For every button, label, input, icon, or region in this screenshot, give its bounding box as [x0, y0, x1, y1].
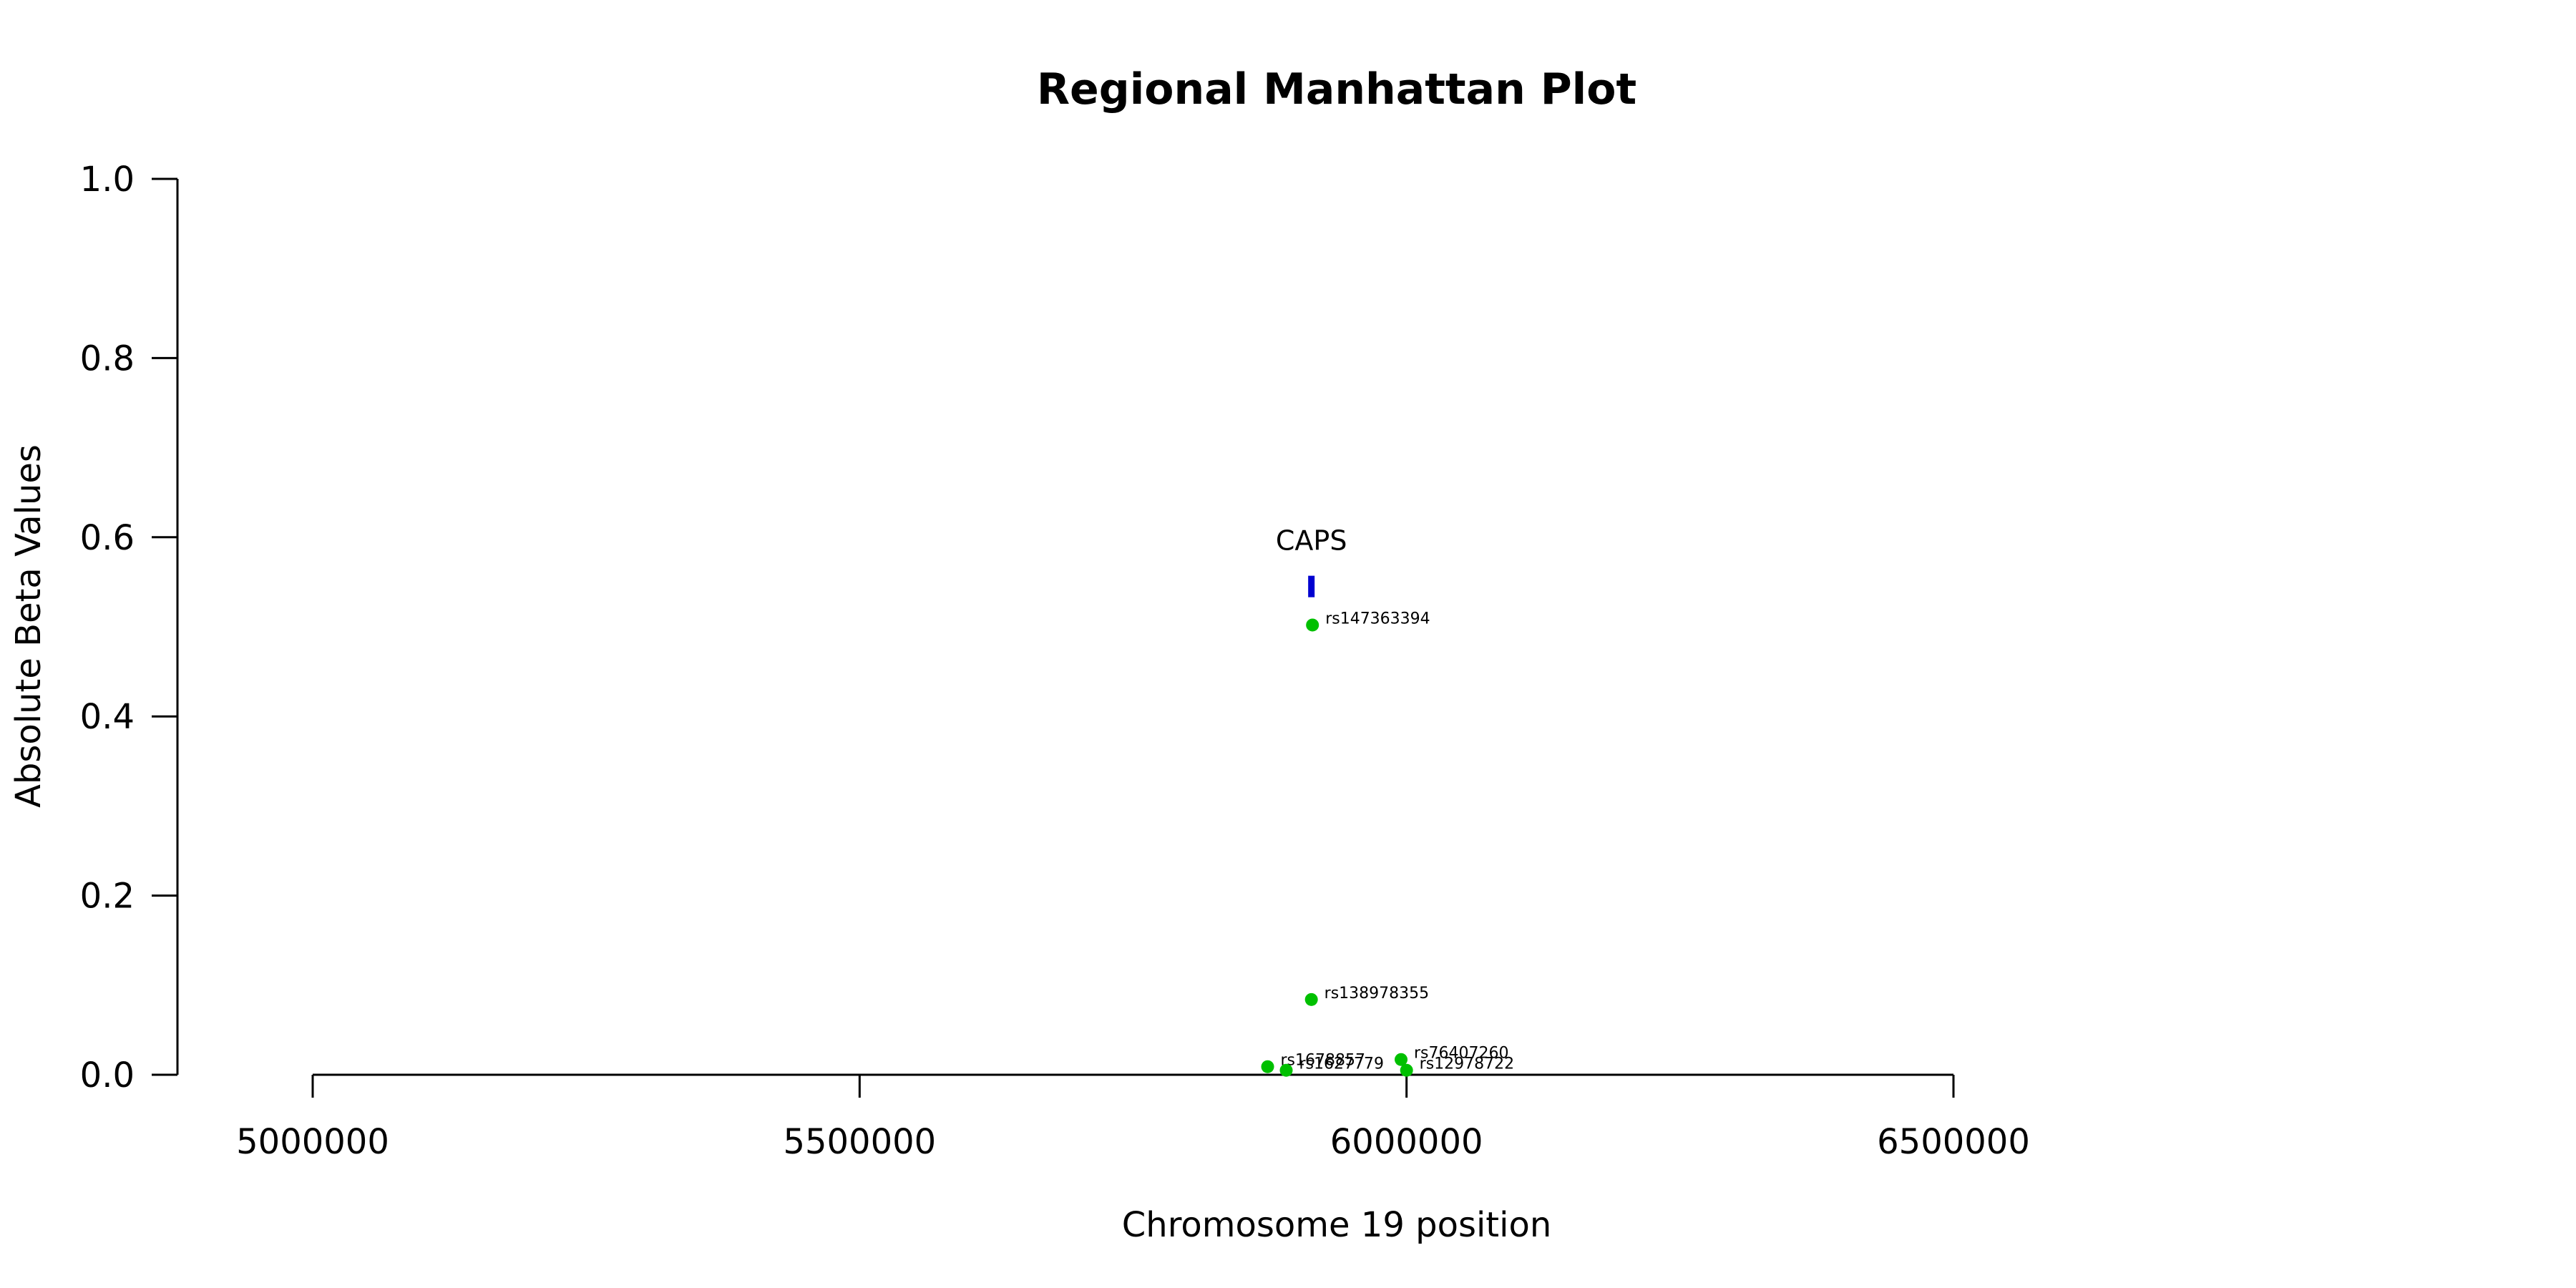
snp-label: rs12978722 — [1420, 1055, 1514, 1073]
x-tick-label: 6000000 — [1330, 1122, 1483, 1162]
x-axis-label: Chromosome 19 position — [1122, 1205, 1552, 1245]
y-tick-label: 0.2 — [80, 877, 135, 917]
snp-point — [1395, 1053, 1408, 1066]
snp-label: rs147363394 — [1325, 610, 1430, 628]
snp-point — [1304, 992, 1318, 1006]
y-tick-label: 0.8 — [80, 338, 135, 379]
snp-label: rs1627779 — [1299, 1055, 1385, 1073]
chart-title: Regional Manhattan Plot — [1037, 64, 1636, 114]
snp-label: rs76407260 — [1414, 1045, 1508, 1063]
x-axis: 5000000 5500000 6000000 6500000 — [236, 1073, 2030, 1162]
x-tick-label: 5000000 — [236, 1122, 389, 1162]
snp-points: rs147363394 rs138978355 rs1678857rs1627779… — [1261, 610, 1514, 1077]
x-tick-label: 5500000 — [783, 1122, 936, 1162]
x-tick-label: 6500000 — [1877, 1122, 2030, 1162]
snp-label: rs1678857 — [1281, 1052, 1366, 1070]
snp-point — [1279, 1063, 1293, 1077]
y-tick-label: 0.0 — [80, 1055, 135, 1096]
gene-track: CAPS — [1276, 525, 1347, 597]
y-axis: 0.0 0.2 0.4 0.6 0.8 1.0 — [80, 160, 179, 1096]
snp-point — [1400, 1063, 1413, 1077]
snp-label: rs138978355 — [1324, 985, 1429, 1002]
y-tick-label: 1.0 — [80, 160, 135, 200]
y-tick-label: 0.6 — [80, 518, 135, 558]
y-axis-label: Absolute Beta Values — [9, 444, 49, 808]
snp-point — [1261, 1060, 1274, 1073]
y-tick-label: 0.4 — [80, 697, 135, 737]
snp-point — [1306, 618, 1319, 632]
gene-label: CAPS — [1276, 525, 1347, 557]
